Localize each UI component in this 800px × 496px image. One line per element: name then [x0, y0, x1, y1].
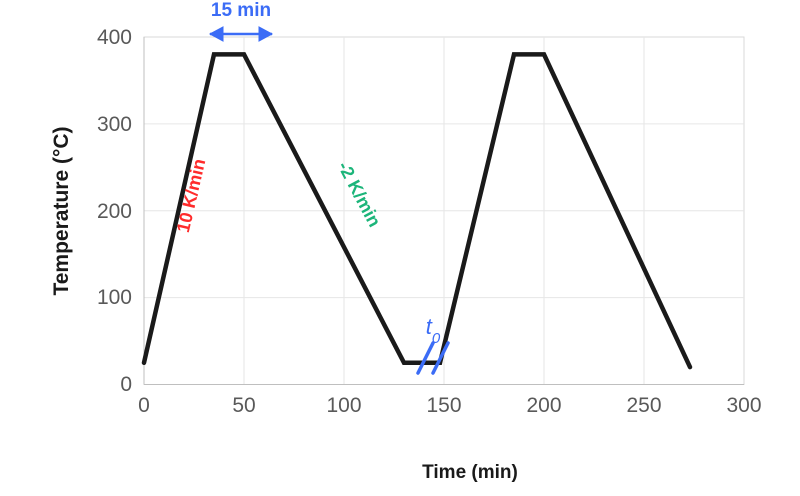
svg-text:300: 300 [97, 113, 132, 136]
svg-text:50: 50 [232, 394, 255, 417]
svg-text:400: 400 [97, 26, 132, 49]
svg-text:200: 200 [97, 200, 132, 223]
svg-text:300: 300 [726, 394, 761, 417]
svg-text:100: 100 [97, 286, 132, 309]
svg-text:250: 250 [626, 394, 661, 417]
svg-text:150: 150 [426, 394, 461, 417]
svg-text:100: 100 [326, 394, 361, 417]
svg-text:10 K/min: 10 K/min [173, 157, 209, 235]
svg-text:200: 200 [526, 394, 561, 417]
svg-text:0: 0 [138, 394, 150, 417]
svg-text:0: 0 [120, 373, 132, 396]
svg-text:15 min: 15 min [211, 0, 271, 21]
svg-text:-2 K/min: -2 K/min [334, 158, 385, 230]
